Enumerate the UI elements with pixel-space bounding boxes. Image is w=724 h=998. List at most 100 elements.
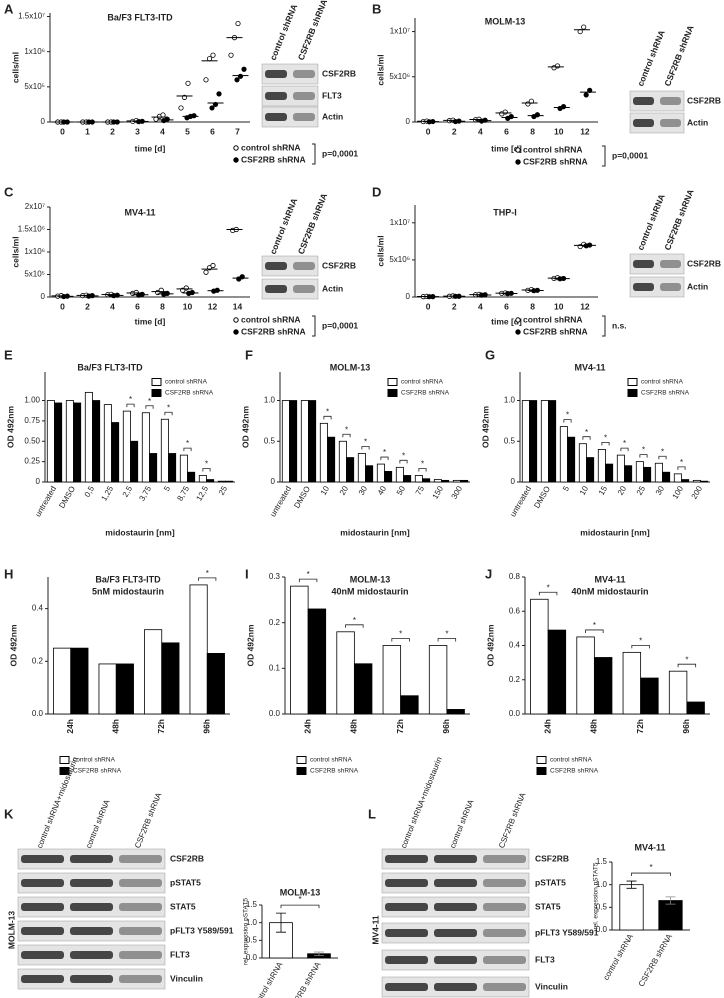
x-tick-label: 4 [478,126,483,136]
blot-band [265,92,287,100]
x-tick-label: 2 [452,126,457,136]
x-tick-label: 10 [319,484,332,497]
chart-subtitle: 40nM midostaurin [571,586,648,596]
y-tick-label: 1.0 [504,396,516,405]
x-tick-label: 30 [654,484,667,497]
panel-letter: C [4,184,14,199]
bracket [312,143,316,165]
y-axis-label: cells/ml [10,236,20,267]
blot-strip [261,106,319,128]
legend-swatch [59,756,70,764]
blot-band [385,879,428,887]
x-tick-label: 8 [530,301,535,311]
bar [73,402,82,483]
chart-title: MOLM-13 [280,887,321,897]
x-tick-label: 7 [235,126,240,136]
chart-title: Ba/F3 FLT3-ITD [77,362,143,372]
blot-band [119,975,162,983]
y-tick-label: 0 [406,117,411,126]
sig-star: * [129,395,132,404]
legend-swatch [536,767,547,775]
blot-band [434,903,477,911]
x-tick-label: untreated [508,485,533,519]
y-tick-label: 0 [406,292,411,301]
y-tick-label: 1x10⁷ [390,218,410,227]
blot-row-label: Actin [687,117,708,127]
x-tick-label: CSF2RB shRNA [637,932,675,988]
blot-strip [629,276,685,298]
bar [640,677,659,715]
dot [160,112,166,118]
blot-strip [261,278,319,300]
x-tick-label: 6 [504,301,509,311]
blot-row-label: FLT3 [322,90,342,100]
bar [189,584,208,715]
blot-band [119,927,162,935]
bar [662,471,671,483]
sig-bracket [298,578,318,583]
chart-title: MV4-11 [634,842,665,852]
dot [185,80,191,86]
blot-band [21,879,64,887]
sig-bracket [183,447,192,452]
blot-band [265,113,287,121]
legend-swatch [536,756,547,764]
legend-label: control shRNA [241,142,301,152]
blot-band [70,951,113,959]
bar [357,453,366,483]
bar [353,663,373,715]
sig-star: * [685,655,688,664]
sig-star: * [593,621,596,630]
legend-label: CSF2RB shRNA [241,326,306,336]
x-tick-label: DMSO [292,485,312,510]
x-tick-label: 2 [85,301,90,311]
sig-star: * [307,570,310,579]
y-tick-label: 0.75 [24,416,40,425]
y-tick-label: 5x10⁵ [24,82,45,91]
y-tick-label: 0.50 [24,436,40,445]
y-tick-label: 0 [36,477,41,486]
blot-row-label: CSF2RB [687,95,721,105]
sig-star: * [167,403,170,412]
sig-bracket [631,872,671,877]
x-tick-label: 4 [478,301,483,311]
sig-bracket [280,904,320,909]
bracket [602,315,606,337]
x-tick-label: 20 [338,484,351,497]
sig-bracket [391,638,410,642]
sig-bracket [582,436,591,440]
x-axis-label: time [d] [491,143,522,153]
bar [422,478,431,483]
bar [300,400,309,483]
x-tick-label: 96h [681,719,691,734]
legend-swatch [59,767,70,775]
blot-band [385,956,428,964]
lane-label: CSF2RB shRNA [662,24,696,88]
blot-band [660,283,681,291]
dot [210,262,216,269]
y-tick-label: 0.5 [246,935,258,944]
bar [616,454,625,483]
sig-star: * [383,448,386,457]
x-tick-label: 30 [357,484,370,497]
y-tick-label: 1.5 [246,900,258,909]
x-tick-label: 200 [690,484,705,501]
blot-row-label: STAT5 [535,901,561,911]
legend-label: control shRNA [550,757,593,764]
chart-title: MOLM-13 [485,16,526,26]
dot [508,113,514,120]
sig-bracket [361,446,370,450]
bar [376,463,385,483]
x-tick-label: 0 [60,301,65,311]
dot [581,24,587,30]
bar [92,400,101,483]
chart-title: Ba/F3 FLT3-ITD [95,574,161,584]
x-tick-label: 72h [635,719,645,734]
x-tick-label: 72h [395,719,405,734]
blot-band [265,262,287,270]
y-axis-label: OD 492nm [485,624,495,666]
sig-bracket [202,468,211,472]
x-tick-label: CSF2RB shRNA [285,960,323,998]
blot-band [21,903,64,911]
